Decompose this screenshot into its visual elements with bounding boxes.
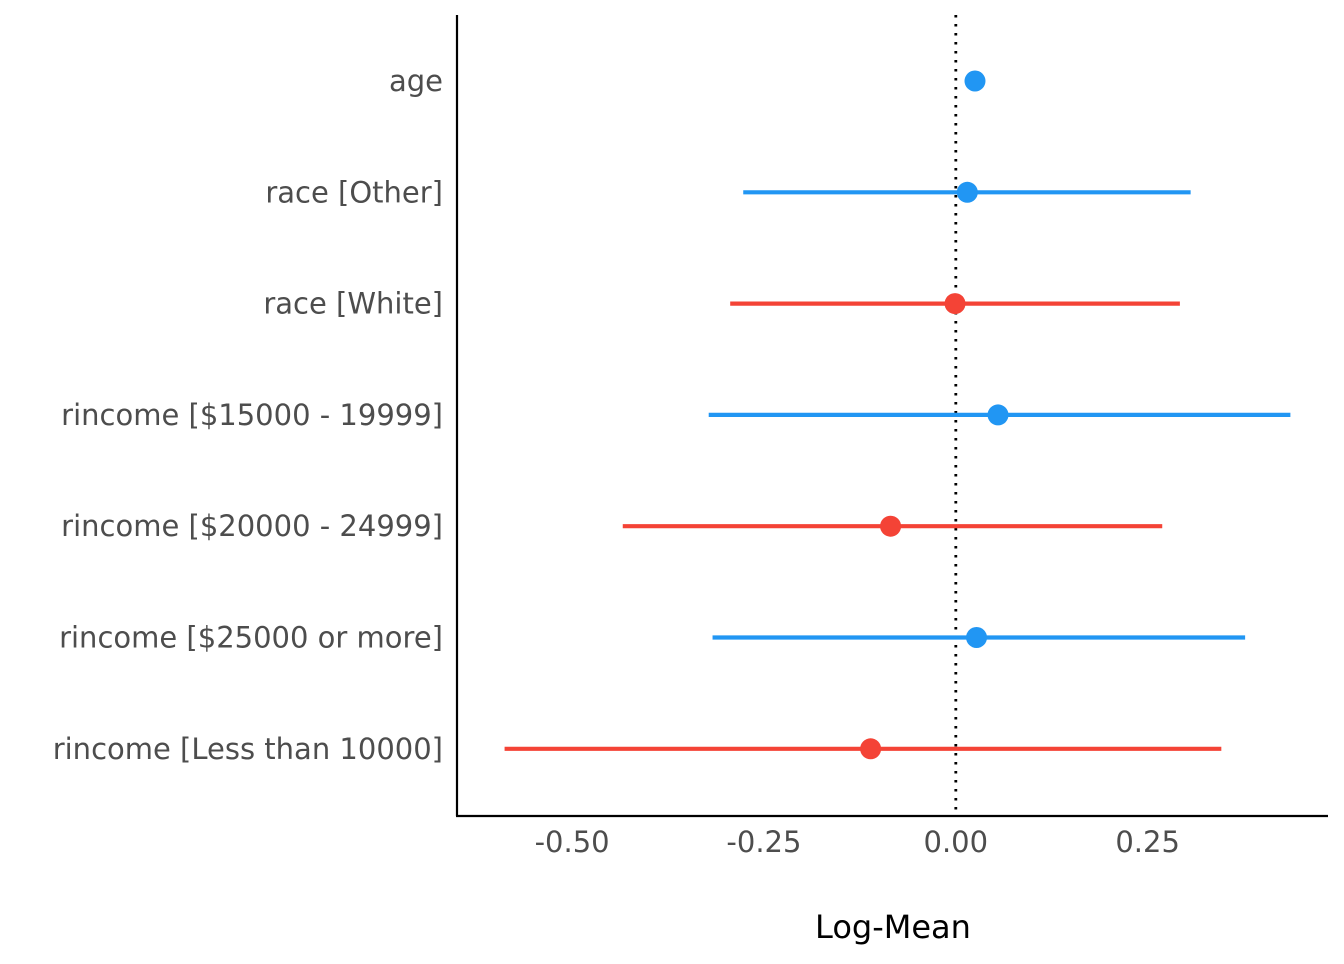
y-tick-label-0: age: [389, 64, 443, 98]
estimate-point-3: [987, 404, 1009, 426]
y-tick-label-1: race [Other]: [265, 175, 443, 209]
y-tick-label-5: rincome [$25000 or more]: [59, 621, 443, 655]
x-tick-labels: -0.50 -0.25 0.00 0.25: [535, 825, 1180, 859]
x-tick-label-1: -0.25: [726, 825, 801, 859]
x-axis-title: Log-Mean: [815, 908, 971, 946]
estimate-point-1: [956, 181, 978, 203]
estimate-point-5: [966, 627, 988, 648]
y-tick-label-4: rincome [$20000 - 24999]: [61, 509, 443, 543]
y-tick-labels: age race [Other] race [White] rincome [$150…: [53, 64, 443, 766]
x-tick-label-2: 0.00: [924, 825, 989, 859]
estimate-point-2: [944, 293, 966, 315]
estimate-point-6: [860, 738, 882, 760]
x-tick-label-0: -0.50: [535, 825, 610, 859]
estimate-point-4: [880, 515, 902, 537]
y-tick-label-3: rincome [$15000 - 19999]: [61, 398, 443, 432]
y-tick-label-6: rincome [Less than 10000]: [53, 732, 443, 766]
axes: [455, 15, 1328, 818]
marks: [504, 70, 1291, 760]
x-tick-label-3: 0.25: [1115, 825, 1180, 859]
y-tick-label-2: race [White]: [263, 287, 443, 321]
estimate-point-0: [964, 70, 986, 92]
